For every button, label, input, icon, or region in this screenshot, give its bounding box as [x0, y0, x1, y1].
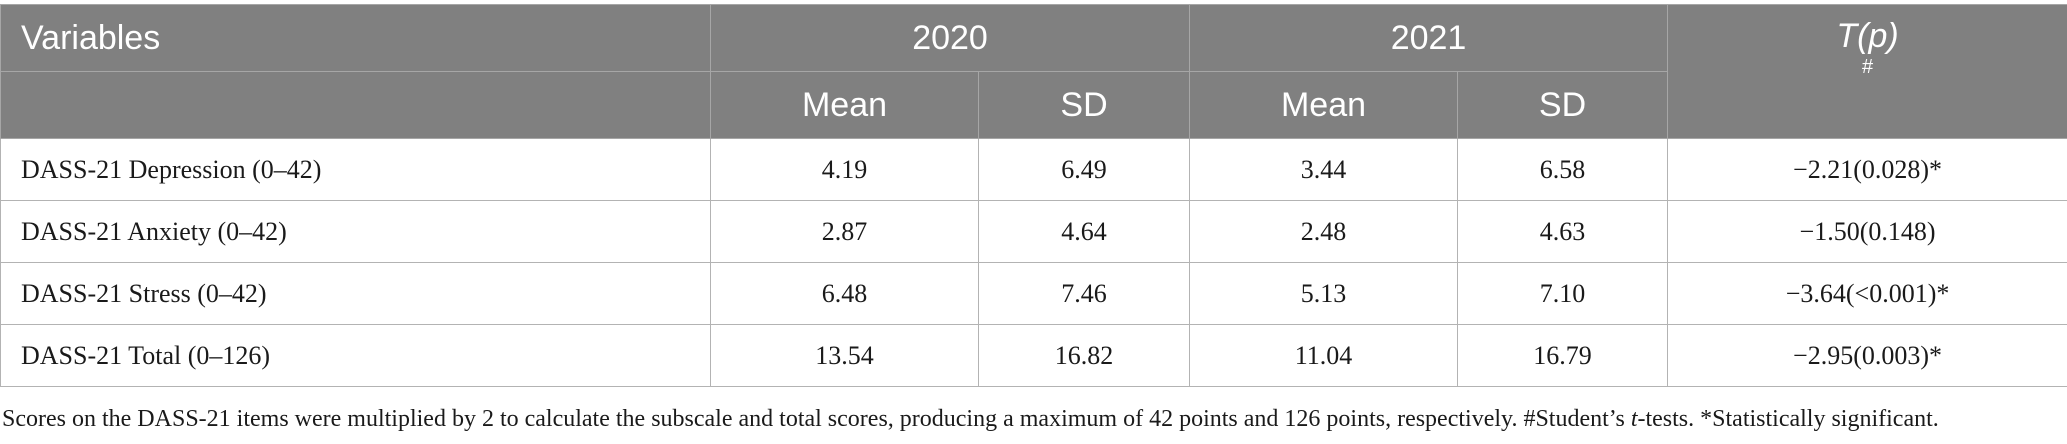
- header-t-p: T(p) #: [1667, 4, 2067, 139]
- row-label: DASS-21 Anxiety (0–42): [0, 200, 711, 263]
- header-empty-cell: [0, 71, 711, 139]
- row-label: DASS-21 Depression (0–42): [0, 138, 711, 201]
- header-mean-2020: Mean: [710, 71, 979, 139]
- footnote-text-end: -tests. *Statistically significant.: [1637, 406, 1939, 432]
- cell-mean-2021: 2.48: [1189, 200, 1459, 263]
- cell-mean-2021: 3.44: [1189, 138, 1459, 201]
- dass21-results-table: Variables 2020 2021 T(p) # Mean SD Mean …: [0, 4, 2067, 387]
- cell-mean-2020: 13.54: [710, 324, 979, 387]
- cell-sd-2020: 7.46: [977, 262, 1191, 325]
- header-row-stats: Mean SD Mean SD: [0, 71, 2067, 139]
- header-year-2021: 2021: [1189, 4, 1669, 72]
- header-t-p-label: T(p): [1836, 17, 1899, 55]
- cell-sd-2021: 16.79: [1457, 324, 1669, 387]
- cell-t-p: −2.21(0.028)*: [1667, 138, 2067, 201]
- header-year-2020: 2020: [709, 4, 1191, 72]
- table-row: DASS-21 Stress (0–42) 6.48 7.46 5.13 7.1…: [0, 262, 2067, 325]
- table-row: DASS-21 Depression (0–42) 4.19 6.49 3.44…: [0, 138, 2067, 201]
- footnote-text: Scores on the DASS-21 items were multipl…: [2, 406, 1631, 432]
- cell-sd-2020: 4.64: [977, 200, 1191, 263]
- cell-sd-2021: 6.58: [1457, 138, 1669, 201]
- cell-mean-2020: 2.87: [710, 200, 979, 263]
- cell-mean-2020: 6.48: [710, 262, 979, 325]
- cell-t-p: −3.64(<0.001)*: [1667, 262, 2067, 325]
- cell-mean-2021: 5.13: [1189, 262, 1459, 325]
- header-mean-2021: Mean: [1189, 71, 1459, 139]
- cell-t-p: −1.50(0.148): [1667, 200, 2067, 263]
- header-t-p-mark: #: [1861, 56, 1874, 78]
- table-row: DASS-21 Total (0–126) 13.54 16.82 11.04 …: [0, 324, 2067, 387]
- cell-sd-2021: 7.10: [1457, 262, 1669, 325]
- cell-mean-2020: 4.19: [710, 138, 979, 201]
- cell-sd-2020: 6.49: [977, 138, 1191, 201]
- header-row-years: Variables 2020 2021 T(p) #: [0, 4, 2067, 139]
- table-footnote: Scores on the DASS-21 items were multipl…: [2, 406, 1939, 433]
- header-sd-2020: SD: [977, 71, 1191, 139]
- cell-t-p: −2.95(0.003)*: [1667, 324, 2067, 387]
- cell-sd-2020: 16.82: [977, 324, 1191, 387]
- header-sd-2021: SD: [1457, 71, 1669, 139]
- row-label: DASS-21 Stress (0–42): [0, 262, 711, 325]
- header-variables: Variables: [0, 4, 711, 72]
- row-label: DASS-21 Total (0–126): [0, 324, 711, 387]
- table-row: DASS-21 Anxiety (0–42) 2.87 4.64 2.48 4.…: [0, 200, 2067, 263]
- footnote-italic-t: t: [1630, 406, 1638, 432]
- results-table-container: Variables 2020 2021 T(p) # Mean SD Mean …: [0, 4, 2067, 387]
- cell-sd-2021: 4.63: [1457, 200, 1669, 263]
- cell-mean-2021: 11.04: [1189, 324, 1459, 387]
